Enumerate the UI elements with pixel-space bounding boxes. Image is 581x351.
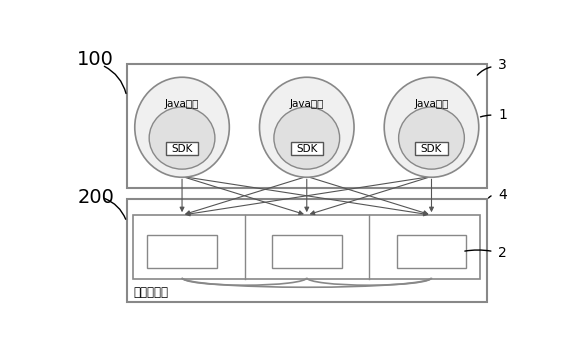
Bar bbox=[272, 236, 342, 268]
Ellipse shape bbox=[149, 107, 215, 169]
Ellipse shape bbox=[135, 77, 229, 177]
Bar bbox=[415, 143, 448, 155]
Ellipse shape bbox=[274, 107, 340, 169]
Ellipse shape bbox=[384, 77, 479, 177]
Text: SDK: SDK bbox=[421, 144, 442, 154]
Text: 节点间心跳: 节点间心跳 bbox=[134, 286, 168, 299]
Bar bbox=[166, 143, 198, 155]
Bar bbox=[290, 143, 323, 155]
Text: Java应用: Java应用 bbox=[289, 99, 324, 109]
Text: SDK: SDK bbox=[296, 144, 317, 154]
Text: 4: 4 bbox=[498, 188, 507, 202]
Text: 1: 1 bbox=[498, 108, 507, 122]
Text: Java应用: Java应用 bbox=[414, 99, 449, 109]
Ellipse shape bbox=[260, 77, 354, 177]
Text: 200: 200 bbox=[77, 188, 114, 207]
Ellipse shape bbox=[399, 107, 464, 169]
Text: 3: 3 bbox=[498, 58, 507, 72]
Text: SDK: SDK bbox=[171, 144, 193, 154]
Bar bbox=[147, 236, 217, 268]
Bar bbox=[134, 215, 480, 279]
Bar bbox=[127, 64, 487, 188]
Bar bbox=[127, 199, 487, 302]
Text: 2: 2 bbox=[498, 246, 507, 260]
Bar bbox=[397, 236, 467, 268]
Text: Java应用: Java应用 bbox=[165, 99, 199, 109]
Text: 100: 100 bbox=[77, 50, 114, 69]
